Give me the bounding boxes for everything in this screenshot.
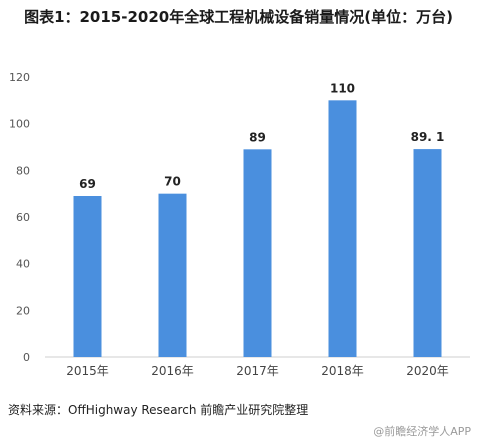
- source-note: 资料来源：OffHighway Research 前瞻产业研究院整理: [8, 403, 309, 417]
- y-tick-label: 80: [16, 164, 30, 177]
- bar: [243, 149, 272, 357]
- bar: [73, 196, 102, 357]
- y-tick-label: 0: [23, 351, 30, 364]
- bar: [413, 149, 442, 357]
- bar: [158, 193, 187, 357]
- x-tick-label: 2017年: [236, 364, 279, 378]
- x-tick-label: 2016年: [151, 364, 194, 378]
- watermark-text: @前瞻经济学人APP: [373, 425, 471, 438]
- y-tick-label: 120: [9, 71, 30, 84]
- bar-chart: 0 20 40 60 80 100 120 69 2015年 70 2016年 89 2017年 110 2…: [9, 71, 470, 378]
- x-tick-label: 2020年: [406, 364, 449, 378]
- data-label: 110: [330, 81, 355, 95]
- data-label: 69: [79, 177, 96, 191]
- x-tick-label: 2015年: [66, 364, 109, 378]
- data-label: 89. 1: [411, 130, 445, 144]
- y-tick-label: 100: [9, 118, 30, 131]
- y-tick-label: 20: [16, 304, 30, 317]
- data-label: 89: [249, 130, 266, 144]
- bar: [328, 100, 357, 357]
- y-tick-label: 40: [16, 258, 30, 271]
- y-tick-label: 60: [16, 211, 30, 224]
- data-label: 70: [164, 175, 181, 189]
- chart-title: 图表1：2015-2020年全球工程机械设备销量情况(单位：万台): [24, 8, 453, 26]
- x-tick-label: 2018年: [321, 364, 364, 378]
